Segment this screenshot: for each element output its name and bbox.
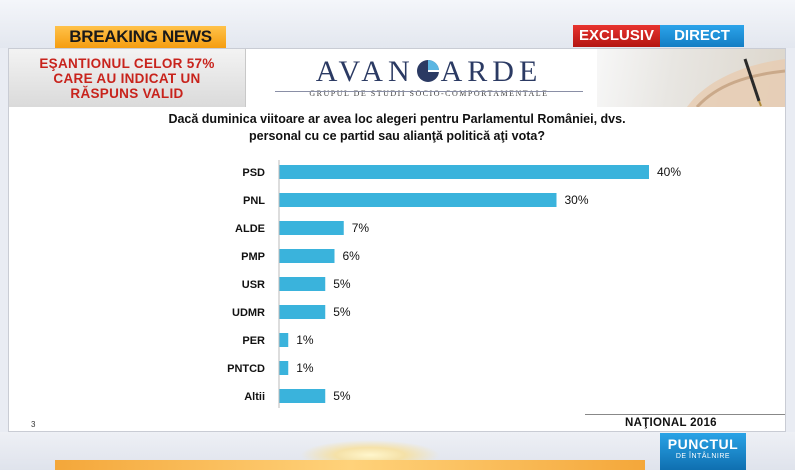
bar-alde — [279, 221, 344, 235]
value-label: 5% — [333, 389, 351, 403]
value-label: 5% — [333, 277, 351, 291]
show-title: PUNCTUL — [667, 436, 739, 452]
category-label: PER — [242, 335, 265, 347]
logo-subtitle: GRUPUL DE STUDII SOCIO-COMPORTAMENTALE — [309, 89, 549, 98]
value-label: 5% — [333, 305, 351, 319]
bar-pntcd — [279, 361, 289, 375]
bar-psd — [279, 165, 649, 179]
sample-note-box: EŞANTIONUL CELOR 57% CARE AU INDICAT UN … — [9, 49, 246, 107]
sample-note-line-2: CARE AU INDICAT UN — [53, 70, 201, 86]
bar-altii — [279, 389, 326, 403]
bar-pmp — [279, 249, 335, 263]
show-logo: PUNCTUL DE ÎNTÂLNIRE — [660, 433, 746, 470]
category-label: PNL — [243, 195, 265, 207]
category-label: USR — [242, 279, 265, 291]
poll-question: Dacă duminica viitoare ar avea loc alege… — [9, 111, 785, 145]
category-label: UDMR — [232, 307, 265, 319]
footer-ticker-bar — [55, 460, 645, 470]
sample-note-line-1: EŞANTIONUL CELOR 57% — [39, 55, 215, 71]
value-label: 1% — [296, 361, 314, 375]
category-label: ALDE — [235, 223, 265, 235]
value-label: 1% — [296, 333, 314, 347]
bar-per — [279, 333, 289, 347]
page-number: 3 — [31, 420, 36, 429]
question-line-1: Dacă duminica viitoare ar avea loc alege… — [168, 112, 626, 126]
logo-divider — [275, 91, 583, 92]
logo-g-mark-icon — [416, 60, 439, 82]
pen-icon — [687, 58, 785, 107]
logo-wordmark: AVAN ARDE — [269, 55, 589, 89]
value-label: 6% — [343, 249, 361, 263]
avangarde-logo: AVAN ARDE GRUPUL DE STUDII SOCIO-COMPORTA… — [269, 51, 589, 103]
category-label: PNTCD — [227, 363, 265, 375]
bar-pnl — [279, 193, 557, 207]
bar-usr — [279, 277, 326, 291]
show-subtitle: DE ÎNTÂLNIRE — [675, 453, 731, 460]
logo-word-left: AVAN — [315, 55, 415, 88]
direct-badge: DIRECT — [660, 25, 744, 47]
bar-udmr — [279, 305, 326, 319]
category-label: Altii — [244, 391, 265, 403]
value-label: 7% — [352, 221, 370, 235]
footer-rule — [585, 414, 785, 415]
value-label: 30% — [565, 193, 589, 207]
sample-note-line-3: RĂSPUNS VALID — [70, 85, 184, 101]
poll-panel: EŞANTIONUL CELOR 57% CARE AU INDICAT UN … — [8, 48, 786, 432]
category-label: PSD — [242, 167, 265, 179]
source-note: NAŢIONAL 2016 — [625, 417, 717, 429]
exclusiv-badge: EXCLUSIV — [573, 25, 660, 47]
breaking-news-badge: BREAKING NEWS — [55, 26, 226, 48]
logo-word-right: ARDE — [440, 55, 543, 88]
question-line-2: personal cu ce partid sau alianţă politi… — [249, 129, 545, 143]
value-label: 40% — [657, 165, 681, 179]
category-label: PMP — [241, 251, 265, 263]
writing-hand-image — [597, 49, 785, 107]
